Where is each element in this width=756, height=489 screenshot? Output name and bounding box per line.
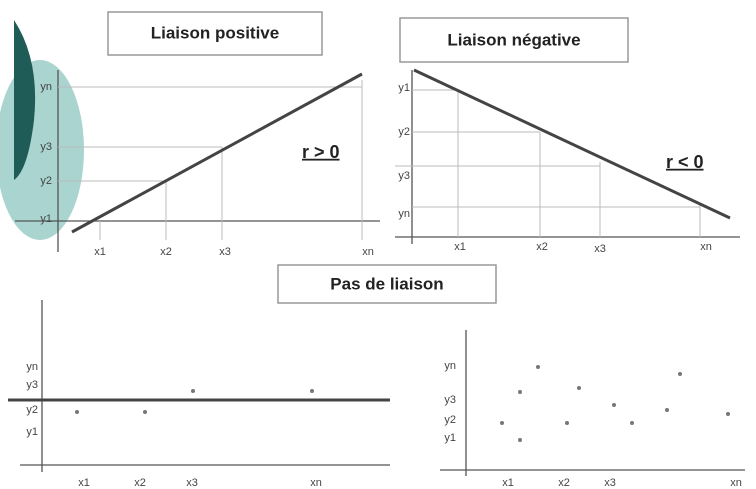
note: r > 0 xyxy=(302,142,340,162)
x-label: x1 xyxy=(94,246,106,258)
y-label: y3 xyxy=(398,170,410,182)
decoration xyxy=(0,20,84,240)
x-label: xn xyxy=(730,477,742,489)
x-label: x1 xyxy=(454,241,466,253)
y-label: y3 xyxy=(40,141,52,153)
x-label: xn xyxy=(310,477,322,489)
y-label: y1 xyxy=(398,82,410,94)
y-label: y1 xyxy=(26,426,38,438)
x-label: x3 xyxy=(219,246,231,258)
x-label: x2 xyxy=(160,246,172,258)
diagram: Liaison positive yn y3 y2 y1 x1 x2 x3 xn… xyxy=(0,0,756,489)
x-label: x3 xyxy=(594,243,606,255)
y-label: y1 xyxy=(40,213,52,225)
y-label: yn xyxy=(26,361,38,373)
y-label: yn xyxy=(40,81,52,93)
no-link-right-panel: yn y3 y2 y1 x1 x2 x3 xn xyxy=(440,330,745,489)
x-label: x2 xyxy=(536,241,548,253)
x-label: x1 xyxy=(78,477,90,489)
y-label: y2 xyxy=(398,126,410,138)
x-label: x2 xyxy=(134,477,146,489)
y-label: y3 xyxy=(26,379,38,391)
y-label: yn xyxy=(444,360,456,372)
x-label: x2 xyxy=(558,477,570,489)
x-label: xn xyxy=(362,246,374,258)
no-link-left-panel: yn y3 y2 y1 x1 x2 x3 xn xyxy=(8,300,390,489)
x-label: x3 xyxy=(186,477,198,489)
y-label: yn xyxy=(398,208,410,220)
x-label: x1 xyxy=(502,477,514,489)
negative-panel: Liaison négative y1 y2 y3 yn x1 x2 x3 xn… xyxy=(395,18,740,255)
y-label: y3 xyxy=(444,394,456,406)
x-label: xn xyxy=(700,241,712,253)
note: r < 0 xyxy=(666,152,704,172)
panel-title: Liaison positive xyxy=(151,23,279,42)
y-label: y2 xyxy=(26,404,38,416)
y-label: y2 xyxy=(444,414,456,426)
section-title: Pas de liaison xyxy=(330,274,443,293)
y-label: y1 xyxy=(444,432,456,444)
panel-title: Liaison négative xyxy=(447,30,580,49)
x-label: x3 xyxy=(604,477,616,489)
y-label: y2 xyxy=(40,175,52,187)
